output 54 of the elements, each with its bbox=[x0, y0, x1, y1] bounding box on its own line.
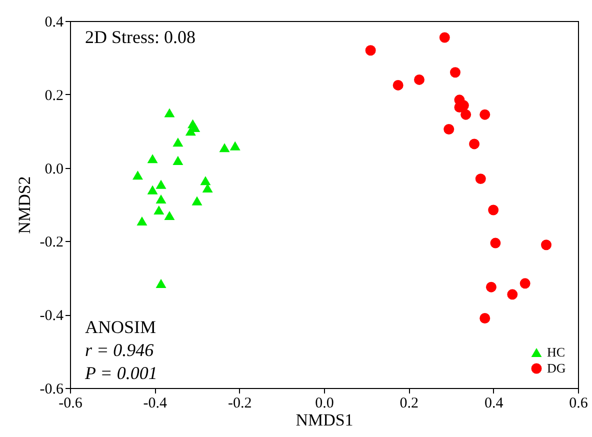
x-tick-label: -0.6 bbox=[58, 396, 83, 412]
point bbox=[460, 109, 472, 120]
point bbox=[156, 180, 166, 189]
annotation: r = 0.946 bbox=[85, 340, 154, 360]
point bbox=[132, 170, 143, 180]
y-tick-label: -0.2 bbox=[40, 234, 64, 251]
annotation: P = 0.001 bbox=[84, 363, 158, 383]
point bbox=[392, 80, 404, 90]
point bbox=[136, 216, 148, 226]
x-tick-label: 0.4 bbox=[484, 396, 504, 412]
point bbox=[164, 210, 175, 220]
x-tick-label: -0.4 bbox=[143, 396, 168, 412]
y-axis-title: NMDS2 bbox=[14, 176, 34, 234]
x-tick-label: 0.6 bbox=[569, 396, 588, 412]
point bbox=[486, 282, 496, 292]
x-tick-label: 0.2 bbox=[400, 396, 419, 412]
point bbox=[450, 67, 460, 78]
point bbox=[488, 204, 499, 216]
point bbox=[480, 109, 490, 120]
point bbox=[200, 176, 211, 186]
legend-label: DG bbox=[547, 360, 566, 376]
point bbox=[147, 185, 158, 194]
point bbox=[147, 154, 158, 164]
point bbox=[230, 141, 240, 150]
x-tick-label: -0.2 bbox=[228, 396, 252, 412]
point bbox=[541, 240, 552, 250]
annotation: ANOSIM bbox=[85, 317, 156, 337]
point bbox=[444, 124, 454, 134]
x-tick-label: 0.0 bbox=[315, 396, 334, 412]
annotation: 2D Stress: 0.08 bbox=[85, 27, 196, 47]
point bbox=[414, 74, 424, 85]
legend-label: HC bbox=[547, 344, 566, 360]
point bbox=[480, 313, 490, 324]
point bbox=[172, 156, 184, 165]
y-tick-label: 0.4 bbox=[44, 14, 64, 30]
point bbox=[490, 238, 501, 248]
point bbox=[192, 196, 202, 206]
point bbox=[156, 194, 166, 204]
point bbox=[154, 205, 164, 215]
y-tick-label: -0.4 bbox=[40, 308, 64, 324]
point bbox=[156, 278, 166, 288]
point bbox=[507, 289, 518, 300]
point bbox=[219, 143, 230, 152]
point bbox=[365, 45, 376, 56]
point bbox=[475, 174, 486, 184]
point bbox=[439, 32, 450, 43]
y-tick-label: -0.6 bbox=[40, 382, 64, 398]
point bbox=[520, 278, 530, 289]
point bbox=[164, 108, 175, 118]
x-axis-title: NMDS1 bbox=[296, 410, 354, 430]
point bbox=[172, 138, 184, 147]
point bbox=[469, 138, 480, 150]
y-tick-label: 0.0 bbox=[44, 161, 64, 178]
y-tick-label: 0.2 bbox=[44, 88, 64, 104]
